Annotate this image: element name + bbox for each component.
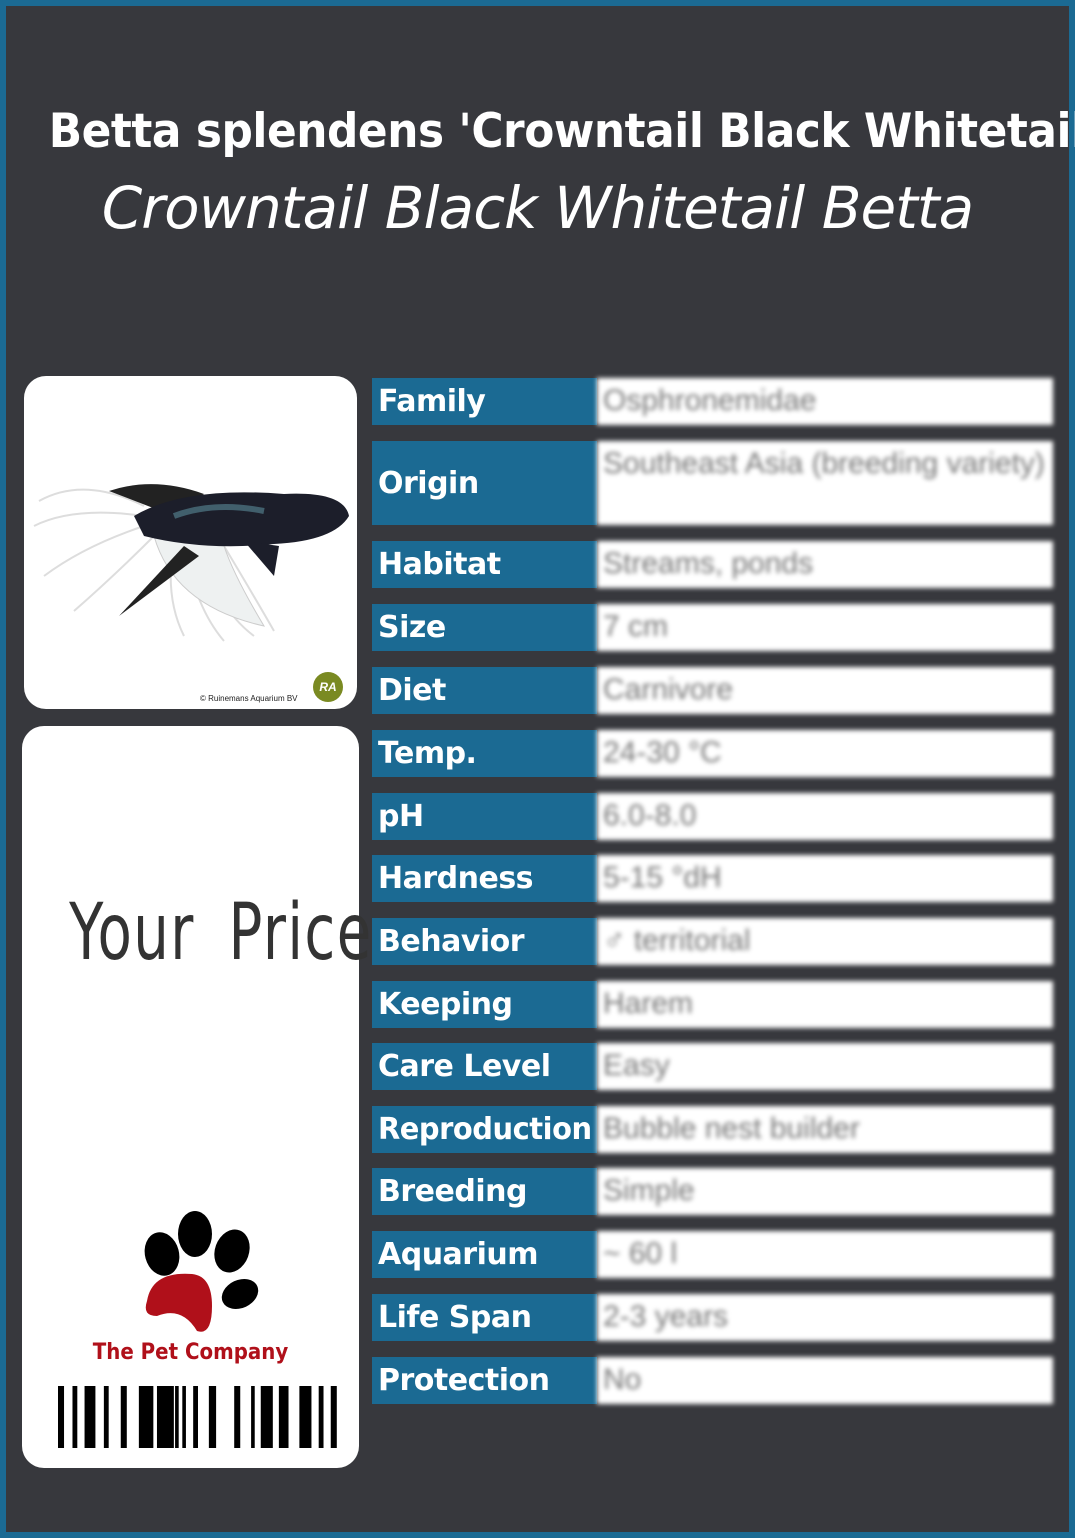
fact-row: Protection No (372, 1357, 1053, 1404)
fact-label: Family (378, 384, 486, 419)
fact-row: Life Span 2-3 years (372, 1294, 1053, 1341)
fact-row: Size 7 cm (372, 604, 1053, 651)
common-name-wrapper: Crowntail Black Whitetail Betta (11, 174, 1064, 242)
barcode-bar (103, 1386, 109, 1448)
fact-label: Aquarium (378, 1237, 539, 1272)
fact-label: Behavior (378, 924, 525, 959)
common-name: Crowntail Black Whitetail Betta (101, 174, 974, 242)
fact-value: Carnivore (597, 667, 1053, 714)
fact-value: 5-15 °dH (597, 855, 1053, 902)
fact-label: Reproduction (378, 1112, 592, 1147)
fact-label-cell: Origin (372, 441, 597, 525)
fact-value: Osphronemidae (597, 378, 1053, 425)
barcode-bar (72, 1386, 78, 1448)
photo-copyright: © Ruinemans Aquarium BV (200, 694, 298, 703)
fact-row: Aquarium ~ 60 l (372, 1231, 1053, 1278)
fact-value: Bubble nest builder (597, 1106, 1053, 1153)
fact-row: Diet Carnivore (372, 667, 1053, 714)
fact-value: Streams, ponds (597, 541, 1053, 588)
barcode-bar (120, 1386, 127, 1448)
fact-label-cell: Reproduction (372, 1106, 597, 1153)
barcode-bar (318, 1386, 324, 1448)
fact-value: 24-30 °C (597, 730, 1053, 777)
fact-label-cell: Temp. (372, 730, 597, 777)
fact-value: 2-3 years (597, 1294, 1053, 1341)
fact-label: Keeping (378, 987, 513, 1022)
fact-label-cell: Protection (372, 1357, 597, 1404)
fact-label: Origin (378, 465, 479, 501)
barcode-bar (182, 1386, 186, 1448)
fact-value: Easy (597, 1043, 1053, 1090)
barcode-bar (251, 1386, 255, 1448)
scientific-name: Betta splendens 'Crowntail Black Whiteta… (48, 104, 1075, 159)
fact-label-cell: Life Span (372, 1294, 597, 1341)
fact-label-cell: Diet (372, 667, 597, 714)
price-card: Your Price The Pet Company (22, 726, 373, 1468)
fact-label-cell: Family (372, 378, 597, 425)
betta-fish-image (33, 484, 349, 642)
fact-label-cell: Behavior (372, 918, 597, 965)
fact-row: Habitat Streams, ponds (372, 541, 1053, 588)
scientific-name-wrapper: Betta splendens 'Crowntail Black Whiteta… (11, 104, 1075, 159)
fact-row: Hardness 5-15 °dH (372, 855, 1053, 902)
barcode-bar (208, 1386, 217, 1448)
fact-row: pH 6.0-8.0 (372, 793, 1053, 840)
fact-label-cell: Size (372, 604, 597, 651)
fact-label: Life Span (378, 1300, 532, 1335)
fact-label-cell: Habitat (372, 541, 597, 588)
fact-label-cell: pH (372, 793, 597, 840)
fact-value: Simple (597, 1168, 1053, 1215)
barcode (58, 1386, 337, 1448)
barcode-bar (234, 1386, 241, 1448)
fact-value: ~ 60 l (597, 1231, 1053, 1278)
fact-label: Habitat (378, 547, 501, 582)
fact-row: Care Level Easy (372, 1043, 1053, 1090)
ruinemans-logo: RA (313, 672, 343, 702)
fact-label: Temp. (378, 736, 477, 771)
barcode-bar (330, 1386, 337, 1448)
fact-label-cell: Aquarium (372, 1231, 597, 1278)
fact-label: Protection (378, 1363, 550, 1398)
fish-photo-card: RA © Ruinemans Aquarium BV (24, 376, 357, 709)
fact-value: Harem (597, 981, 1053, 1028)
fact-row: Temp. 24-30 °C (372, 730, 1053, 777)
ruinemans-logo-text: RA (319, 680, 337, 694)
fact-row: Origin Southeast Asia (breeding variety) (372, 441, 1053, 525)
price-label: Your Price (69, 888, 373, 978)
fact-label: Size (378, 610, 446, 645)
fact-label: pH (378, 799, 424, 834)
fact-row: Behavior ♂ territorial (372, 918, 1053, 965)
fact-value: ♂ territorial (597, 918, 1053, 965)
fact-row: Breeding Simple (372, 1168, 1053, 1215)
barcode-bar (156, 1386, 174, 1448)
fact-value: Southeast Asia (breeding variety) (597, 441, 1053, 525)
fact-row: Family Osphronemidae (372, 378, 1053, 425)
fact-row: Keeping Harem (372, 981, 1053, 1028)
fact-label-cell: Keeping (372, 981, 597, 1028)
fact-label: Care Level (378, 1049, 551, 1084)
fact-label-cell: Breeding (372, 1168, 597, 1215)
fact-value: 7 cm (597, 604, 1053, 651)
fact-value: No (597, 1357, 1053, 1404)
brand-name: The Pet Company (92, 1340, 289, 1365)
barcode-bar (58, 1386, 65, 1448)
fact-label: Diet (378, 673, 446, 708)
barcode-bar (260, 1386, 273, 1448)
barcode-bar (138, 1386, 154, 1448)
barcode-bar (84, 1386, 96, 1448)
fact-label: Breeding (378, 1174, 527, 1209)
barcode-bar (175, 1386, 179, 1448)
barcode-bar (299, 1386, 312, 1448)
fact-row: Reproduction Bubble nest builder (372, 1106, 1053, 1153)
barcode-bar (193, 1386, 198, 1448)
fact-label-cell: Care Level (372, 1043, 597, 1090)
barcode-bar (278, 1386, 289, 1448)
fact-value: 6.0-8.0 (597, 793, 1053, 840)
fact-label: Hardness (378, 861, 534, 896)
fish-info-card: Betta splendens 'Crowntail Black Whiteta… (6, 6, 1075, 1532)
fact-label-cell: Hardness (372, 855, 597, 902)
paw-logo-icon (144, 1211, 259, 1332)
